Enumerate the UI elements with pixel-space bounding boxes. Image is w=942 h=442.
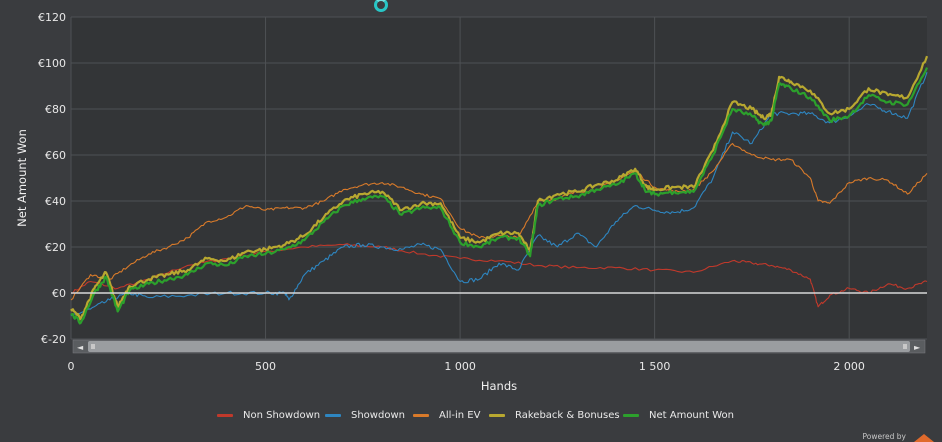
x-tick-label: 1 500 <box>639 360 671 373</box>
legend-item-net-amount-won[interactable]: Net Amount Won <box>623 410 734 421</box>
scroll-left-arrow[interactable]: ◄ <box>77 343 84 352</box>
y-tick-label: €40 <box>45 195 66 208</box>
legend-item-all-in-ev[interactable]: All-in EV <box>413 410 480 421</box>
series-line-net-amount-won <box>70 67 929 325</box>
legend-swatch <box>623 414 639 417</box>
x-tick-label: 2 000 <box>833 360 865 373</box>
y-tick-label: €0 <box>52 287 66 300</box>
brand-logo-icon[interactable] <box>914 434 934 442</box>
legend-item-non-showdown[interactable]: Non Showdown <box>217 410 320 421</box>
y-tick-label: €20 <box>45 241 66 254</box>
y-axis-ticks: €-20 €0 €20 €40 €60 €80 €100 €120 <box>38 11 66 346</box>
loading-spinner-icon <box>374 0 388 12</box>
x-axis-title: Hands <box>481 379 517 393</box>
y-tick-label: €-20 <box>41 333 66 346</box>
y-tick-label: €100 <box>38 57 66 70</box>
legend-label: Showdown <box>351 410 405 421</box>
scrollbar-left-grip[interactable] <box>91 344 95 349</box>
legend-swatch <box>325 414 341 417</box>
x-axis-ticks: 0 500 1 000 1 500 2 000 <box>68 360 865 373</box>
y-tick-label: €80 <box>45 103 66 116</box>
legend-item-rakeback-bonuses[interactable]: Rakeback & Bonuses <box>489 410 620 421</box>
scrollbar-thumb[interactable] <box>88 341 910 352</box>
legend: Non Showdown Showdown All-in EV Rakeback… <box>0 410 942 424</box>
y-tick-label: €120 <box>38 11 66 24</box>
x-tick-label: 500 <box>255 360 276 373</box>
y-tick-label: €60 <box>45 149 66 162</box>
x-tick-label: 1 000 <box>444 360 476 373</box>
legend-label: Non Showdown <box>243 410 321 421</box>
y-axis-title: Net Amount Won <box>15 129 29 227</box>
legend-swatch <box>217 414 233 417</box>
scrollbar-right-grip[interactable] <box>903 344 907 349</box>
legend-label: Net Amount Won <box>649 410 734 421</box>
series-line-all-in-ev <box>70 142 928 301</box>
scroll-right-arrow[interactable]: ► <box>914 343 921 352</box>
horizontal-scrollbar[interactable]: ◄ ► <box>72 339 926 354</box>
legend-label: Rakeback & Bonuses <box>515 410 620 421</box>
legend-swatch <box>489 414 505 417</box>
plot-background <box>71 17 927 339</box>
legend-item-showdown[interactable]: Showdown <box>325 410 405 421</box>
legend-swatch <box>413 414 429 417</box>
legend-label: All-in EV <box>439 410 481 421</box>
powered-by-label: Powered by <box>862 432 906 441</box>
x-tick-label: 0 <box>68 360 75 373</box>
